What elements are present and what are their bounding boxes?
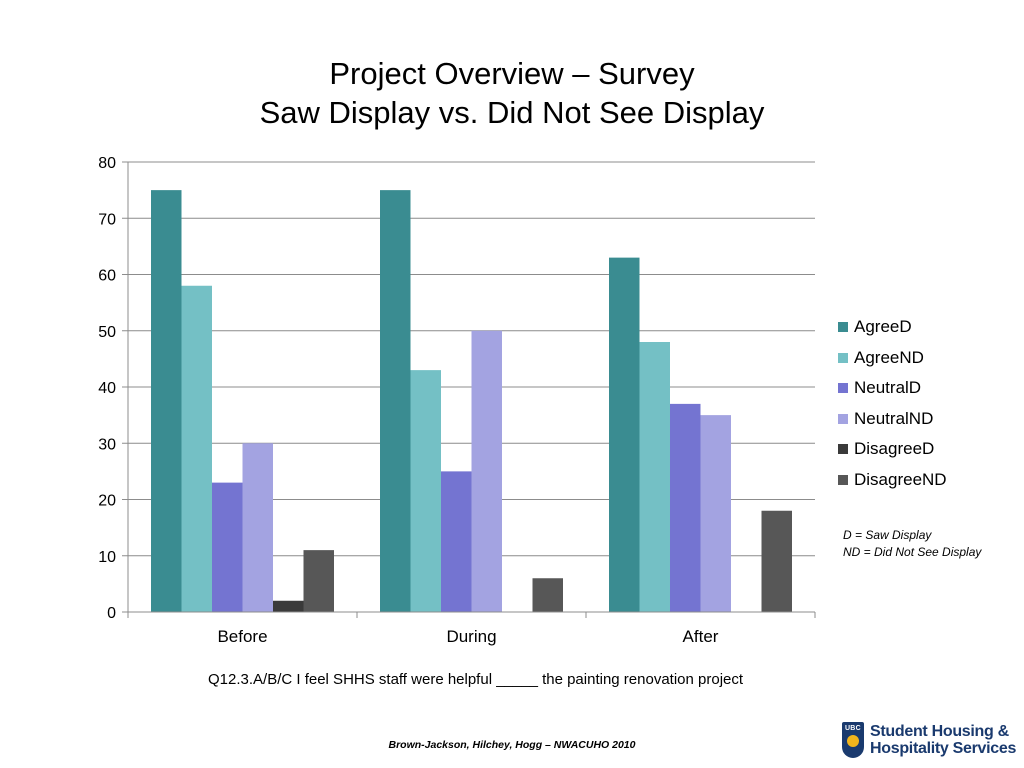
chart-legend: AgreeD AgreeND NeutralD NeutralND DisagreeD D… bbox=[838, 312, 947, 495]
legend-item: AgreeND bbox=[838, 343, 947, 374]
legend-swatch bbox=[838, 413, 848, 424]
bar-agreend-during bbox=[410, 370, 441, 612]
x-tick-label: After bbox=[683, 627, 719, 646]
ubc-shhs-logo: UBC Student Housing & Hospitality Servic… bbox=[842, 722, 1016, 758]
legend-swatch bbox=[838, 352, 848, 363]
legend-swatch bbox=[838, 444, 848, 455]
legend-label: AgreeD bbox=[854, 317, 912, 336]
bar-neutrald-after bbox=[670, 403, 701, 612]
legend-label: NeutralND bbox=[854, 408, 934, 428]
y-tick-label: 60 bbox=[98, 268, 116, 285]
note-line-did-not-see: ND = Did Not See Display bbox=[843, 545, 982, 559]
bar-neutralnd-before bbox=[242, 443, 273, 612]
legend-label: NeutralD bbox=[854, 378, 922, 397]
legend-label: AgreeND bbox=[854, 347, 924, 367]
bar-neutrald-before bbox=[212, 482, 243, 612]
logo-line2: Hospitality Services bbox=[870, 740, 1017, 757]
x-tick-label: During bbox=[446, 627, 496, 646]
legend-item: NeutralD bbox=[838, 373, 947, 404]
abbreviation-note: D = Saw Display ND = Did Not See Display bbox=[843, 527, 981, 561]
logo-line1: Student Housing & bbox=[870, 723, 1009, 740]
bar-agreed-before bbox=[151, 190, 182, 612]
chart-title-line1: Project Overview – Survey bbox=[329, 56, 695, 91]
legend-item: DisagreeD bbox=[838, 434, 947, 465]
legend-item: NeutralND bbox=[838, 404, 947, 435]
logo-wordmark: Student Housing & Hospitality Services bbox=[870, 723, 1016, 757]
ubc-crest-text: UBC bbox=[844, 725, 862, 732]
bar-disagreend-during bbox=[532, 578, 563, 612]
survey-question-caption: Q12.3.A/B/C I feel SHHS staff were helpf… bbox=[208, 671, 744, 688]
bar-agreed-after bbox=[609, 257, 640, 612]
ubc-crest-icon: UBC bbox=[842, 722, 864, 758]
bar-agreed-during bbox=[380, 190, 411, 612]
legend-swatch bbox=[838, 322, 848, 333]
bar-agreend-before bbox=[181, 285, 212, 612]
legend-swatch bbox=[838, 383, 848, 394]
y-tick-label: 0 bbox=[107, 605, 116, 622]
y-tick-label: 70 bbox=[98, 211, 116, 228]
chart-title: Project Overview – Survey Saw Display vs… bbox=[0, 54, 1024, 132]
authors-credit: Brown-Jackson, Hilchey, Hogg – NWACUHO 2… bbox=[388, 739, 636, 751]
bar-neutralnd-after bbox=[700, 415, 731, 612]
x-tick-label: Before bbox=[217, 627, 267, 646]
legend-label: DisagreeD bbox=[854, 439, 935, 458]
bar-agreend-after bbox=[639, 342, 670, 612]
y-tick-label: 50 bbox=[98, 324, 116, 341]
bar-disagreend-after bbox=[761, 510, 792, 612]
legend-item: AgreeD bbox=[838, 312, 947, 343]
y-tick-label: 10 bbox=[98, 549, 116, 566]
y-tick-label: 30 bbox=[98, 436, 116, 453]
sun-icon bbox=[847, 735, 859, 747]
bar-disagreed-before bbox=[273, 600, 304, 612]
y-tick-label: 40 bbox=[98, 380, 116, 397]
y-tick-label: 20 bbox=[98, 493, 116, 510]
legend-item: DisagreeND bbox=[838, 465, 947, 496]
bar-disagreend-before bbox=[303, 550, 334, 612]
note-line-saw: D = Saw Display bbox=[843, 528, 932, 542]
bar-neutralnd-during bbox=[471, 330, 502, 612]
y-tick-label: 80 bbox=[98, 155, 116, 172]
legend-swatch bbox=[838, 474, 848, 485]
legend-label: DisagreeND bbox=[854, 469, 947, 489]
bar-neutrald-during bbox=[441, 471, 472, 612]
chart-title-line2: Saw Display vs. Did Not See Display bbox=[259, 95, 765, 130]
